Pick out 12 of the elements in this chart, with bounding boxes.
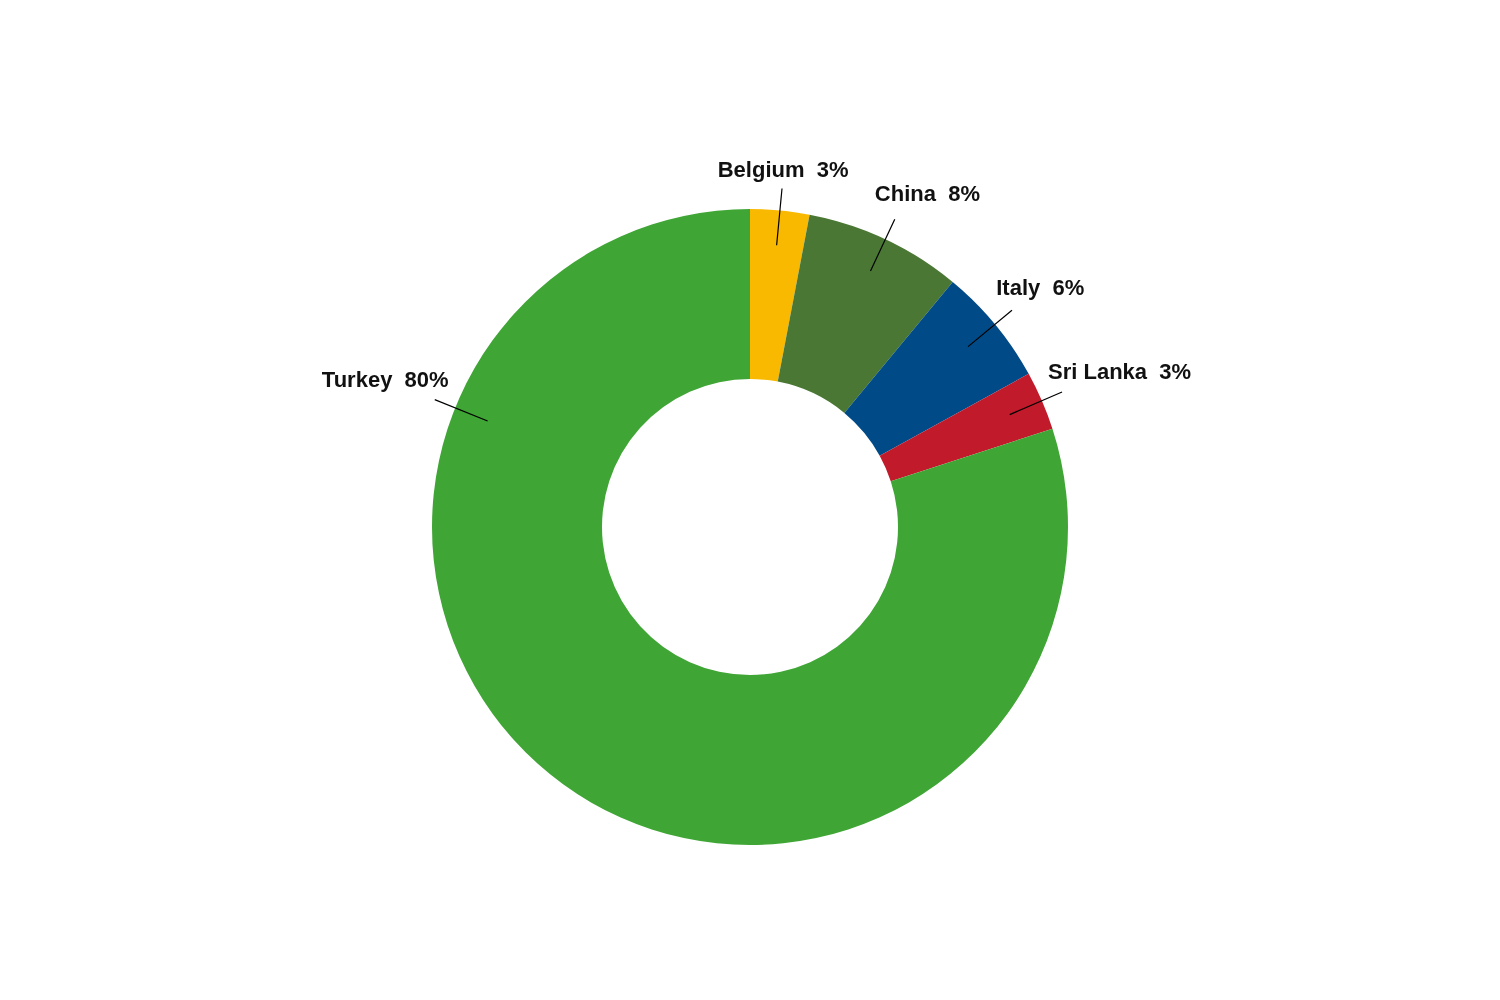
data-label: 80% — [404, 367, 449, 393]
slice-label: China — [874, 180, 936, 206]
slice-label: Sri Lanka — [1048, 359, 1148, 385]
slice-label: Turkey — [321, 367, 393, 393]
donut-slice — [750, 209, 810, 382]
slice-label: Belgium — [717, 156, 805, 182]
data-label: 8% — [948, 180, 981, 206]
data-label: 3% — [816, 156, 849, 182]
slice-label: Italy — [996, 274, 1041, 300]
data-label: 6% — [1052, 274, 1085, 300]
data-label: 3% — [1159, 359, 1192, 385]
donut-slice — [777, 214, 953, 413]
